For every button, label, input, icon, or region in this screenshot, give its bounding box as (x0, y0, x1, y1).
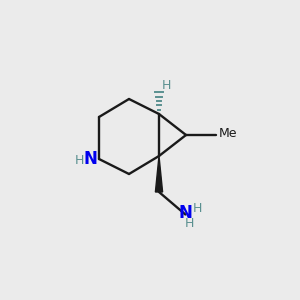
Text: N: N (84, 150, 98, 168)
Text: H: H (162, 79, 171, 92)
Text: H: H (185, 217, 195, 230)
Polygon shape (155, 156, 163, 192)
Text: H: H (193, 202, 202, 215)
Text: Me: Me (218, 127, 237, 140)
Text: H: H (75, 154, 84, 167)
Text: N: N (178, 204, 192, 222)
